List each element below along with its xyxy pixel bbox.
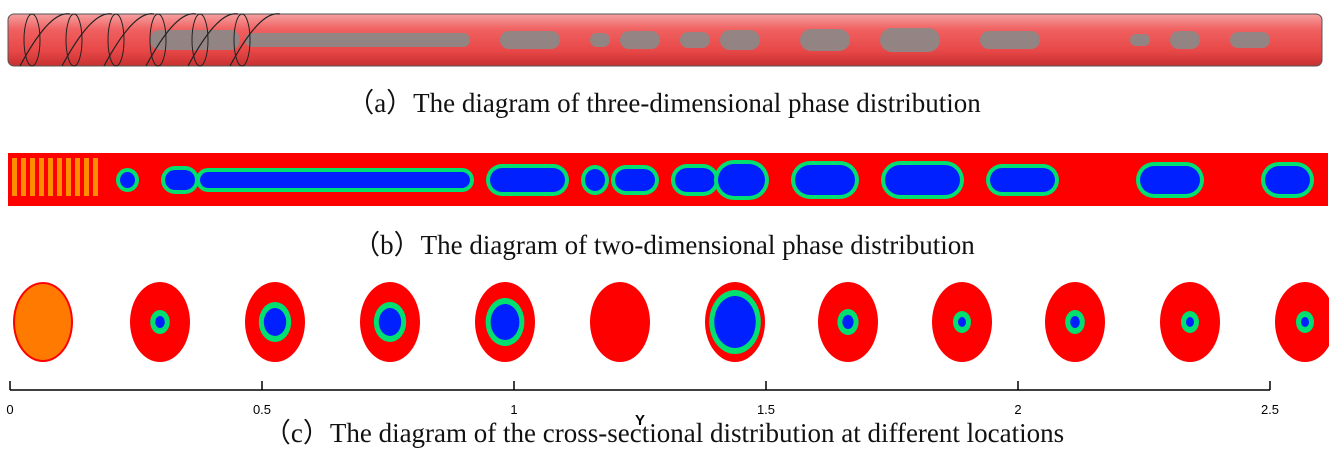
section-mix [15, 284, 71, 360]
mixed-zone [93, 158, 98, 196]
mixed-zone [84, 158, 89, 196]
core [264, 308, 286, 336]
core [1186, 317, 1194, 327]
core [842, 315, 853, 329]
slug [990, 168, 1055, 192]
cross-sections [13, 282, 1329, 362]
core [1301, 317, 1309, 327]
core [491, 304, 520, 340]
bubble [800, 29, 850, 51]
bubble [1170, 31, 1200, 49]
core [714, 296, 756, 348]
slug [165, 170, 195, 190]
bubble [980, 31, 1040, 49]
slug [120, 172, 135, 188]
mixed-zone [48, 158, 53, 196]
bubble [880, 28, 940, 52]
mixed-zone [12, 158, 17, 196]
bubble [590, 33, 610, 47]
caption: （a）The diagram of three-dimensional phas… [347, 88, 981, 118]
slug [795, 165, 855, 195]
slug [615, 169, 655, 191]
bubble [720, 30, 760, 50]
tick-label: 2 [1014, 402, 1021, 417]
bubble [245, 33, 470, 47]
bubble [620, 31, 660, 49]
core [155, 316, 165, 328]
tick-label: 1 [510, 402, 517, 417]
mixed-zone [21, 158, 26, 196]
mixed-zone [39, 158, 44, 196]
mixed-zone [66, 158, 71, 196]
panel-b: （b）The diagram of two-dimensional phase … [8, 153, 1328, 260]
caption: （b）The diagram of two-dimensional phase … [353, 230, 975, 260]
caption: （c）The diagram of the cross-sectional di… [264, 418, 1064, 448]
core [379, 308, 401, 336]
core [1070, 316, 1080, 328]
mixed-zone [75, 158, 80, 196]
mixed-zone [30, 158, 35, 196]
tick-label: 0 [6, 402, 13, 417]
slug [490, 168, 565, 192]
bubble [1230, 32, 1270, 48]
bubble [680, 32, 710, 48]
figure: （a）The diagram of three-dimensional phas… [0, 0, 1329, 455]
panel-a: （a）The diagram of three-dimensional phas… [8, 14, 1322, 118]
slug [585, 169, 605, 191]
tick-label: 1.5 [757, 402, 775, 417]
slug [200, 172, 470, 188]
section [590, 282, 650, 362]
slug [718, 164, 765, 196]
bubble [500, 31, 560, 49]
bubble [150, 30, 240, 50]
core [958, 317, 966, 327]
slug [1265, 166, 1310, 194]
tick-label: 0.5 [253, 402, 271, 417]
slug [1140, 166, 1200, 194]
mixed-zone [57, 158, 62, 196]
slug [885, 165, 960, 195]
tick-label: 2.5 [1261, 402, 1279, 417]
slug [675, 168, 715, 192]
bubble [1130, 34, 1150, 46]
